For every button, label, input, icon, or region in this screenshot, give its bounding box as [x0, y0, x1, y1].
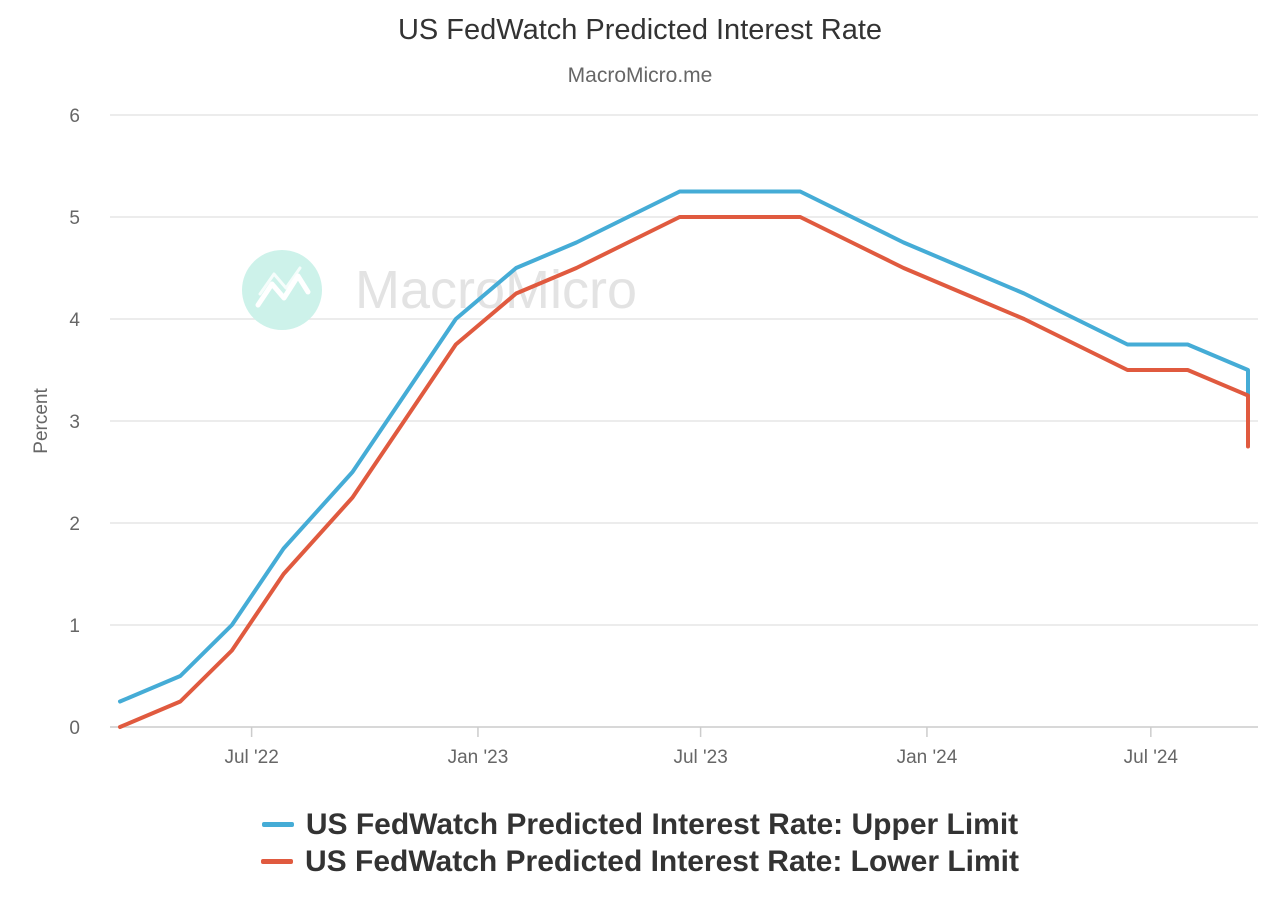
y-tick-label: 0 [69, 718, 80, 739]
legend-label-upper: US FedWatch Predicted Interest Rate: Upp… [305, 807, 1019, 841]
y-tick-label: 6 [69, 106, 80, 127]
x-tick-label: Jan '23 [448, 747, 509, 768]
series-line-lower[interactable] [118, 215, 1250, 729]
watermark-logo-icon [242, 250, 322, 330]
legend-item-upper[interactable]: US FedWatch Predicted Interest Rate: Upp… [261, 806, 1019, 843]
legend-item-lower[interactable]: US FedWatch Predicted Interest Rate: Low… [260, 843, 1019, 880]
chart-subtitle: MacroMicro.me [567, 64, 713, 87]
y-tick-label: 1 [69, 616, 80, 637]
legend-label-lower: US FedWatch Predicted Interest Rate: Low… [304, 844, 1019, 878]
watermark-logo-chart-icon [255, 273, 311, 308]
y-axis-label: Percent [31, 388, 52, 454]
legend-swatch-lower [260, 859, 293, 864]
watermark-logo-chart-icon-2 [258, 266, 302, 296]
series-lines [118, 189, 1250, 729]
x-tick-label: Jul '22 [224, 747, 278, 768]
legend-swatch-upper [261, 822, 294, 827]
y-tick-label: 4 [69, 310, 80, 331]
line-chart: MacroMicro 0 1 2 3 4 5 6 Jul '22 Jan '23 Jul '23 J… [31, 106, 1258, 768]
x-tick-label: Jul '24 [1124, 747, 1179, 768]
macromicro-watermark: MacroMicro [242, 250, 637, 330]
y-tick-label: 3 [69, 412, 80, 433]
x-tick-label: Jul '23 [673, 747, 727, 768]
y-tick-label: 2 [69, 514, 80, 535]
y-tick-label: 5 [69, 208, 80, 229]
x-tick-label: Jan '24 [897, 747, 958, 768]
axes: 0 1 2 3 4 5 6 Jul '22 Jan '23 Jul '23 Jan '24 Jul '… [69, 106, 1258, 768]
legend: US FedWatch Predicted Interest Rate: Upp… [0, 806, 1280, 880]
chart-title: US FedWatch Predicted Interest Rate [397, 14, 883, 46]
series-line-upper[interactable] [118, 189, 1250, 704]
